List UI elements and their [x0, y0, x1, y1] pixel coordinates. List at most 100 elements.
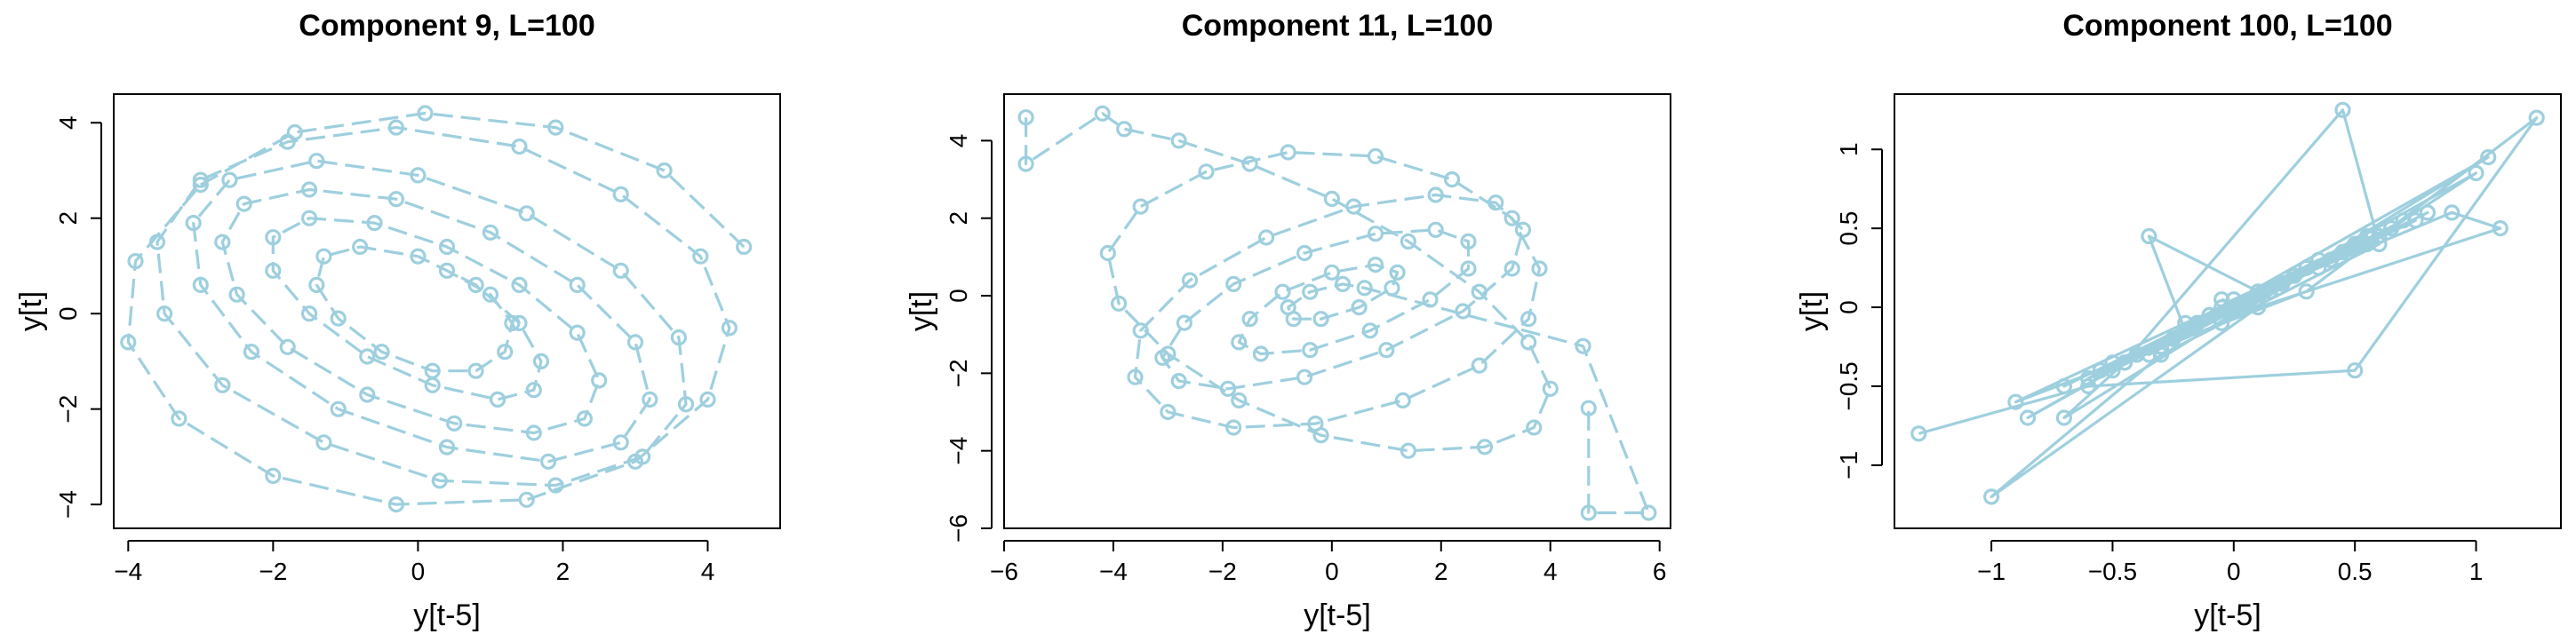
- data-point: [2080, 370, 2097, 387]
- data-point: [518, 205, 535, 222]
- data-point: [2250, 291, 2267, 308]
- data-point: [235, 195, 252, 212]
- x-tick-label: 0: [2227, 558, 2241, 585]
- y-tick-label: 0.5: [1835, 211, 1862, 246]
- data-point: [192, 171, 209, 188]
- x-tick-label: 1: [2469, 558, 2484, 585]
- data-point: [2383, 220, 2400, 237]
- x-tick-label: 0: [1325, 558, 1339, 585]
- data-point: [1231, 334, 1248, 351]
- data-point: [489, 391, 506, 408]
- y-tick-label: 0: [54, 306, 82, 321]
- data-point: [2468, 164, 2484, 181]
- y-tick-label: 0: [1835, 300, 1862, 314]
- data-point: [315, 248, 332, 265]
- data-point: [1471, 357, 1487, 374]
- data-point: [221, 171, 238, 188]
- data-point: [2128, 346, 2145, 363]
- data-point: [171, 410, 187, 427]
- data-point: [511, 139, 528, 155]
- plot-frame: [1894, 93, 2562, 529]
- data-point: [511, 314, 528, 331]
- x-tick-label: −2: [1208, 558, 1237, 585]
- y-tick-label: −4: [54, 490, 82, 519]
- data-point: [1356, 280, 1373, 297]
- y-axis: −6 −4 −2 0 2 4: [945, 134, 993, 543]
- data-point: [1389, 264, 1406, 281]
- data-point: [387, 495, 404, 513]
- data-point: [2055, 409, 2072, 426]
- data-point: [1542, 380, 1559, 397]
- data-point: [192, 177, 209, 194]
- data-point: [1132, 198, 1149, 215]
- data-point: [243, 344, 259, 361]
- x-tick-label: −2: [259, 558, 287, 585]
- x-tick-label: −4: [1099, 558, 1128, 585]
- data-point: [301, 181, 318, 198]
- y-axis: −4 −2 0 2 4: [54, 115, 102, 519]
- x-axis-label: y[t-5]: [1304, 598, 1371, 632]
- data-point: [482, 224, 499, 241]
- data-point: [1361, 322, 1379, 339]
- data-point: [1476, 439, 1494, 456]
- data-point: [1252, 345, 1270, 362]
- data-point: [1400, 233, 1417, 250]
- data-point: [1323, 190, 1341, 207]
- y-tick-label: −6: [945, 514, 972, 543]
- data-point: [1394, 392, 1411, 408]
- data-point: [1198, 163, 1215, 180]
- data-point: [438, 238, 456, 256]
- data-point: [330, 400, 347, 417]
- x-axis: −6 −4 −2 0 2 4 6: [990, 540, 1666, 585]
- data-point: [2019, 409, 2037, 426]
- data-point: [612, 186, 629, 202]
- data-point: [1503, 210, 1520, 226]
- data-point: [525, 382, 542, 399]
- data-point: [1307, 416, 1324, 432]
- y-tick-label: −2: [54, 395, 82, 424]
- data-point: [2285, 267, 2303, 284]
- data-point: [539, 453, 557, 470]
- data-point: [1296, 369, 1313, 385]
- data-point: [279, 133, 296, 150]
- data-point: [127, 253, 144, 270]
- y-tick-label: 2: [945, 211, 972, 226]
- x-tick-label: 2: [1434, 558, 1448, 585]
- data-point: [2213, 314, 2230, 331]
- data-point: [1116, 121, 1133, 138]
- y-tick-label: 2: [54, 211, 82, 226]
- data-point: [2492, 220, 2508, 237]
- data-point: [2141, 227, 2157, 245]
- y-tick-label: −4: [945, 437, 972, 465]
- data-point: [1219, 380, 1237, 397]
- y-axis-label: y[t]: [1795, 291, 1829, 331]
- chart-title: Component 11, L=100: [1182, 9, 1494, 43]
- x-tick-label: −4: [114, 558, 142, 585]
- data-point: [1257, 229, 1275, 246]
- data-point: [2395, 212, 2412, 229]
- data-point: [2055, 377, 2072, 395]
- x-tick-label: 2: [556, 558, 570, 585]
- data-point: [301, 305, 318, 322]
- x-axis-label: y[t-5]: [2194, 598, 2261, 632]
- data-point: [1181, 272, 1199, 289]
- y-axis: −1 −0.5 0 0.5 1: [1835, 142, 1883, 480]
- data-point: [626, 334, 644, 351]
- x-tick-label: 4: [701, 558, 715, 585]
- data-point: [482, 286, 499, 303]
- data-point: [569, 324, 586, 341]
- data-point: [1274, 283, 1291, 300]
- data-point: [192, 276, 209, 293]
- data-point: [1231, 392, 1248, 408]
- data-point: [1323, 264, 1341, 281]
- data-point: [1520, 334, 1537, 351]
- data-point: [1094, 105, 1111, 122]
- data-point: [2152, 338, 2170, 355]
- x-tick-label: −6: [990, 558, 1018, 585]
- data-point: [2080, 377, 2097, 395]
- data-point: [301, 210, 318, 226]
- data-point: [1241, 311, 1258, 328]
- data-point: [1427, 221, 1444, 238]
- data-point: [1910, 425, 1927, 442]
- data-point: [1225, 275, 1242, 292]
